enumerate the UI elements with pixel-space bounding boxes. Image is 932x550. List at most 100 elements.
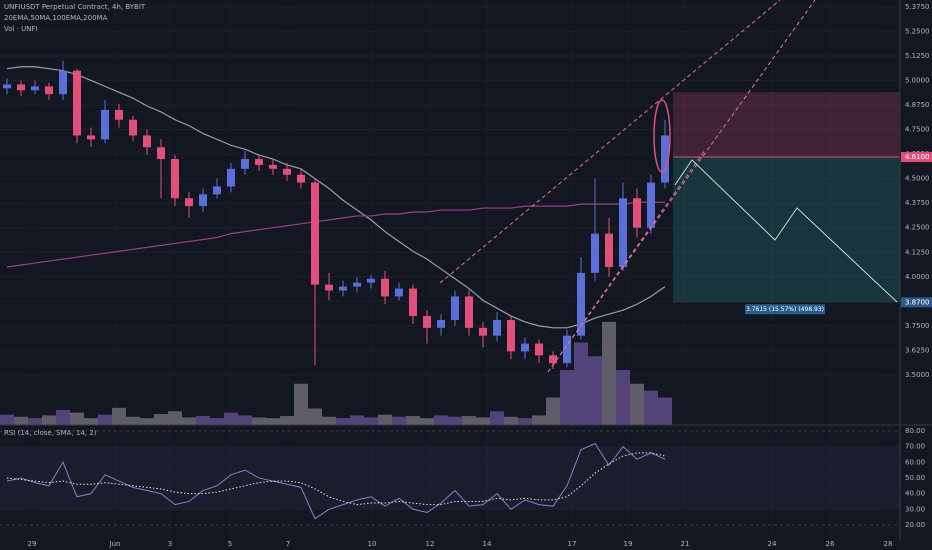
volume-bar (532, 415, 546, 425)
candle-body (311, 182, 319, 285)
candle-body (45, 86, 53, 95)
price-tick-label: 5.1250 (905, 52, 930, 60)
candle-body (563, 335, 571, 364)
price-tick-label: 4.0000 (905, 273, 930, 281)
candle-body (521, 343, 529, 352)
time-label: 5 (228, 540, 232, 548)
price-tick-label: 4.2500 (905, 224, 930, 232)
candle-body (549, 355, 557, 364)
symbol-title: UNFIUSDT Perpetual Contract, 4h, BYBIT (4, 3, 146, 11)
rsi-tick-label: 60.00 (905, 458, 925, 466)
rsi-tick-label: 70.00 (905, 443, 925, 451)
time-label: 10 (368, 540, 377, 548)
candle-body (479, 327, 487, 336)
candle-body (115, 109, 123, 120)
price-tick-label: 3.6250 (905, 346, 930, 354)
rsi-line (6, 442, 666, 520)
candle-body (227, 168, 235, 187)
volume-bar (616, 370, 630, 425)
candle-body (185, 198, 193, 207)
volume-bar (364, 417, 378, 425)
moving-average (6, 201, 665, 268)
candle-body (255, 159, 263, 165)
time-label: 12 (426, 540, 435, 548)
candle-body (143, 135, 151, 148)
candle-body (535, 343, 543, 356)
candle-body (367, 278, 375, 283)
rsi-tick-label: 30.00 (905, 505, 925, 513)
volume-bar (238, 415, 252, 425)
volume-bar (140, 418, 154, 425)
volume-bar (70, 412, 84, 425)
volume-bar (308, 408, 322, 425)
candle-body (339, 286, 347, 291)
volume-bar (630, 383, 644, 425)
volume-bar (392, 416, 406, 425)
volume-bar (294, 383, 308, 425)
volume-label: Vol · UNFI (4, 25, 38, 33)
candle-body (493, 319, 501, 336)
volume-bar (644, 390, 658, 425)
volume-bar (476, 417, 490, 425)
rsi-tick-label: 80.00 (905, 427, 925, 435)
candle-body (3, 84, 11, 89)
highlight-ellipse (653, 99, 671, 173)
candle-body (87, 135, 95, 140)
time-label: 17 (568, 540, 577, 548)
candle-body (661, 135, 669, 183)
volume-bar (322, 416, 336, 425)
price-tick-label: 4.7500 (905, 126, 930, 134)
channel-upper (439, 0, 781, 284)
rsi-tick-label: 40.00 (905, 490, 925, 498)
candle-body (269, 164, 277, 169)
price-tick-label: 3.5000 (905, 371, 930, 379)
volume-bar (420, 418, 434, 425)
time-label: Jun (109, 540, 121, 548)
volume-bar (252, 417, 266, 425)
candle-body (283, 168, 291, 175)
candle-body (577, 272, 585, 336)
candle-body (73, 70, 81, 136)
candle-body (395, 288, 403, 297)
profit-zone (673, 157, 900, 303)
volume-bar (154, 414, 168, 425)
price-tick-label: 4.1250 (905, 248, 930, 256)
projection-path (674, 159, 898, 303)
candle-body (101, 109, 109, 140)
candle-body (633, 198, 641, 228)
volume-bar (378, 414, 392, 425)
volume-bar (518, 418, 532, 425)
price-tick-label: 4.8750 (905, 101, 930, 109)
volume-bar (658, 397, 672, 425)
candle-body (17, 84, 25, 91)
volume-bar (98, 414, 112, 425)
volume-bar (574, 342, 588, 425)
volume-bar (560, 370, 574, 425)
candle-body (353, 282, 361, 287)
candle-body (31, 86, 39, 91)
volume-bar (602, 321, 616, 425)
candle-body (507, 319, 515, 352)
position-stat: 3.7615 (15.57%) (498.93) (746, 306, 824, 313)
price-tick-label: 3.7500 (905, 322, 930, 330)
volume-bar (112, 407, 126, 425)
volume-bar (182, 417, 196, 425)
volume-bar (168, 411, 182, 425)
price-tick-label: 4.3750 (905, 199, 930, 207)
rsi-title: RSI (14, close, SMA, 14, 2) (4, 429, 97, 437)
volume-bar (0, 414, 14, 425)
time-label: 3 (168, 540, 172, 548)
time-label: 7 (286, 540, 290, 548)
candle-body (619, 198, 627, 267)
candle-body (591, 233, 599, 273)
candle-body (409, 288, 417, 317)
volume-bar (490, 411, 504, 425)
price-tag: 4.6100 (905, 153, 930, 161)
volume-bar (224, 412, 238, 425)
price-tick-label: 5.2500 (905, 27, 930, 35)
volume-bar (350, 415, 364, 425)
candle-body (451, 296, 459, 320)
volume-bar (546, 397, 560, 425)
